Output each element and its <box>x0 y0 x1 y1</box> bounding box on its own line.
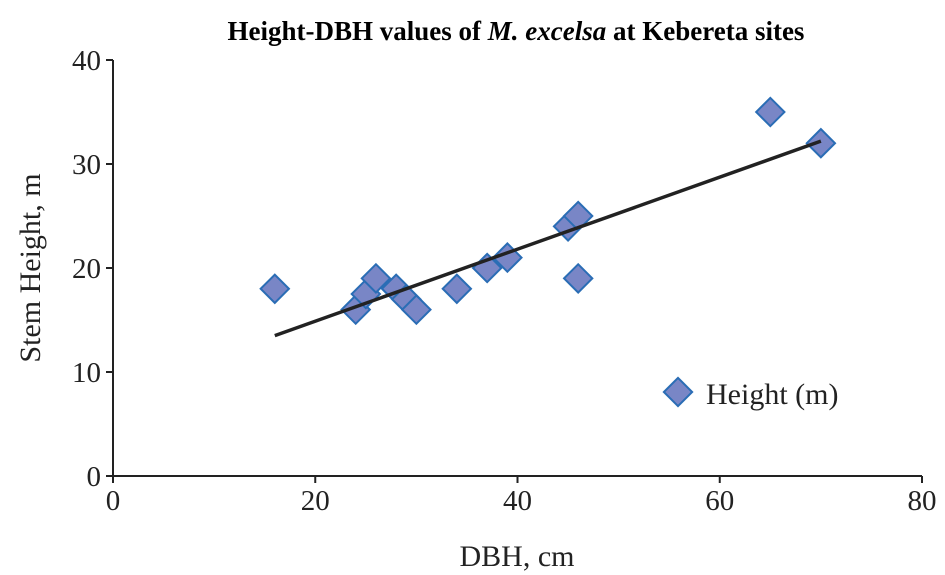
data-point <box>400 294 432 326</box>
legend-label: Height (m) <box>706 378 838 411</box>
x-tick-label: 20 <box>301 485 330 517</box>
data-point <box>259 273 291 305</box>
x-tick-label: 40 <box>503 485 532 517</box>
x-tick-label: 80 <box>908 485 937 517</box>
y-tick-label: 40 <box>72 45 101 77</box>
x-axis-label: DBH, cm <box>460 540 575 573</box>
data-point <box>805 127 837 159</box>
legend-marker <box>662 376 694 408</box>
data-point <box>562 200 594 232</box>
y-tick-label: 20 <box>72 253 101 285</box>
trend-line <box>274 139 822 338</box>
data-point <box>441 273 473 305</box>
x-tick-label: 0 <box>106 485 121 517</box>
data-point <box>360 262 392 294</box>
y-tick-label: 30 <box>72 149 101 181</box>
chart-title: Height-DBH values of M. excelsa at Keber… <box>228 16 805 46</box>
title-species: M. excelsa <box>487 16 606 46</box>
legend: Height (m) <box>662 376 838 411</box>
title-part: Height-DBH values of <box>228 16 488 46</box>
y-tick-label: 10 <box>72 357 101 389</box>
title-part: at Kebereta sites <box>606 16 804 46</box>
data-point <box>754 96 786 128</box>
x-tick-label: 60 <box>705 485 734 517</box>
y-tick-label: 0 <box>87 461 102 493</box>
data-point <box>562 262 594 294</box>
y-axis-label: Stem Height, m <box>14 173 47 362</box>
